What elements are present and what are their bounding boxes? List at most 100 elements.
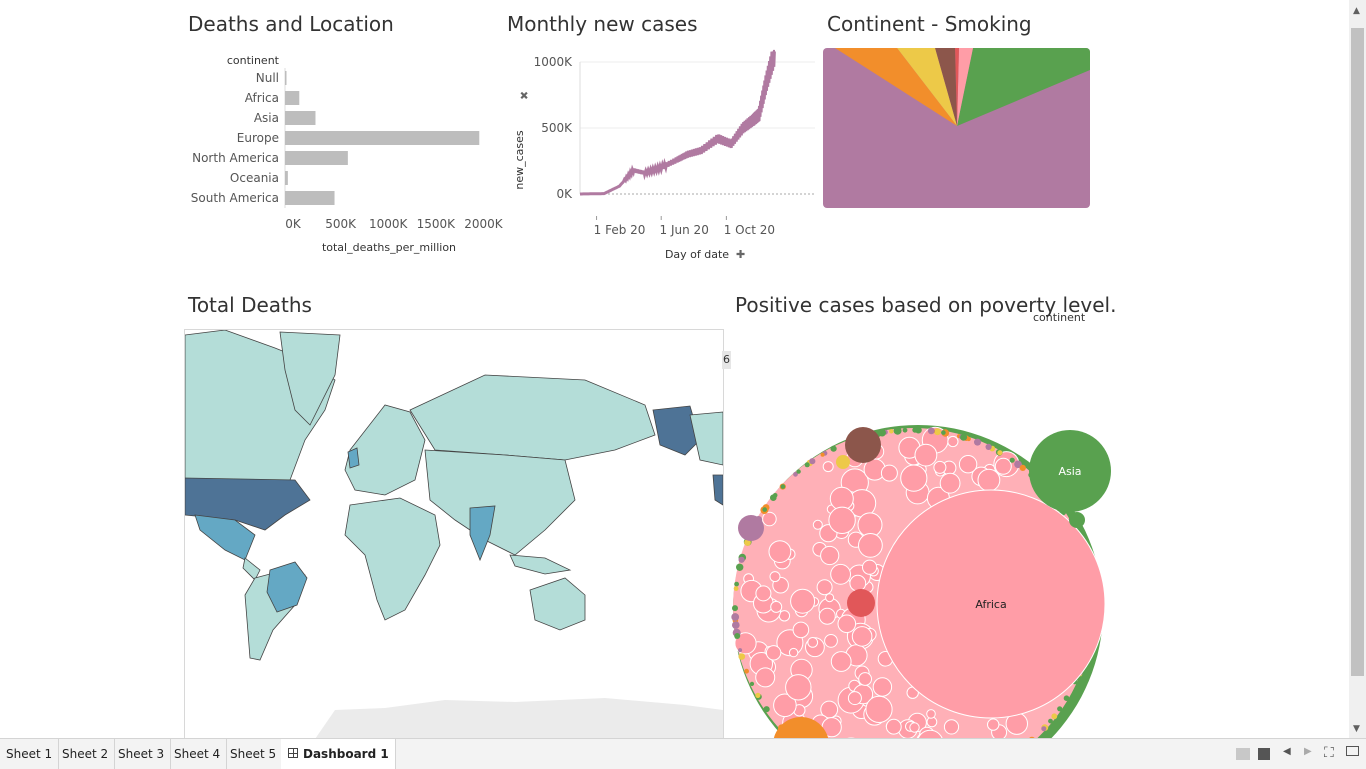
bubble-small[interactable] (995, 458, 1011, 474)
bubble-edge[interactable] (739, 557, 745, 563)
map-indonesia[interactable] (510, 555, 570, 574)
bubble-small[interactable] (944, 720, 958, 734)
bubble-small[interactable] (819, 608, 835, 624)
bubble-europe[interactable] (836, 455, 850, 469)
bubble-edge[interactable] (755, 693, 760, 698)
bubble-small[interactable] (766, 646, 780, 660)
bubble-small[interactable] (769, 541, 791, 563)
bubble-edge[interactable] (781, 484, 786, 489)
scroll-down-icon[interactable]: ▼ (1353, 724, 1360, 734)
bubble-edge[interactable] (997, 450, 1002, 455)
bubble-small[interactable] (859, 673, 872, 686)
bubble-asia-small[interactable] (1069, 512, 1085, 528)
bubble-edge[interactable] (1057, 706, 1062, 711)
bubble-edge[interactable] (796, 469, 800, 473)
presentation-icon[interactable] (1346, 746, 1359, 756)
bubble-chart[interactable]: Africa Asia (725, 320, 1125, 738)
bubble-edge[interactable] (732, 621, 740, 629)
bubble-edge[interactable] (1051, 713, 1057, 719)
bubble-small[interactable] (831, 652, 851, 672)
map-russia[interactable] (410, 375, 655, 460)
bubble-edge[interactable] (770, 494, 777, 501)
bubble-small[interactable] (831, 564, 851, 584)
bubble-edge[interactable] (739, 653, 746, 660)
bar-null[interactable] (285, 71, 287, 85)
bubble-edge[interactable] (960, 434, 967, 441)
bubble-small[interactable] (886, 719, 901, 734)
bubble-edge[interactable] (764, 706, 770, 712)
bubble-small[interactable] (756, 586, 771, 601)
bubble-edge[interactable] (915, 427, 922, 434)
bubble-small[interactable] (825, 635, 838, 648)
bubble-edge[interactable] (762, 507, 767, 512)
bubble-small[interactable] (823, 462, 833, 472)
bubble-oceania[interactable] (738, 515, 764, 541)
bubble-small[interactable] (791, 589, 815, 613)
bubble-small[interactable] (852, 627, 872, 647)
bubble-edge[interactable] (1020, 465, 1026, 471)
bubble-small[interactable] (838, 615, 856, 633)
bubble-edge[interactable] (941, 430, 946, 435)
bubble-small[interactable] (978, 469, 1000, 491)
bubble-edge[interactable] (734, 582, 739, 587)
bubble-edge[interactable] (821, 453, 825, 457)
bubble-small[interactable] (756, 668, 775, 687)
map-uk[interactable] (348, 448, 359, 468)
bubble-small[interactable] (948, 436, 958, 446)
tab-sheet-4[interactable]: Sheet 4 (168, 739, 227, 769)
bubble-small[interactable] (771, 601, 782, 612)
bubble-small[interactable] (786, 675, 811, 700)
bubble-small[interactable] (915, 444, 937, 466)
bar-asia[interactable] (285, 111, 315, 125)
tab-sheet-1[interactable]: Sheet 1 (0, 739, 59, 769)
bar-south-america[interactable] (285, 191, 335, 205)
map-brazil[interactable] (267, 562, 307, 612)
bubble-edge[interactable] (935, 429, 941, 435)
bubble-edge[interactable] (831, 446, 837, 452)
bar-africa[interactable] (285, 91, 299, 105)
bubble-small[interactable] (873, 678, 891, 696)
bubble-edge[interactable] (750, 682, 754, 686)
bar-north-america[interactable] (285, 151, 348, 165)
map-alaska[interactable] (653, 406, 700, 455)
bubble-small[interactable] (789, 648, 797, 656)
bubble-small[interactable] (848, 692, 861, 705)
bubble-small[interactable] (934, 461, 946, 473)
bubble-edge[interactable] (1064, 695, 1070, 701)
bubble-small[interactable] (826, 594, 834, 602)
bubble-small[interactable] (817, 580, 832, 595)
bubble-small[interactable] (850, 575, 866, 591)
bubble-edge[interactable] (738, 648, 742, 652)
bubble-edge[interactable] (894, 427, 902, 435)
bubble-small[interactable] (859, 534, 883, 558)
bubble-small[interactable] (959, 456, 976, 473)
bubble-edge[interactable] (1010, 458, 1015, 463)
scroll-up-icon[interactable]: ▲ (1353, 6, 1360, 16)
map-australia[interactable] (530, 578, 585, 630)
bubble-small[interactable] (770, 572, 780, 582)
bubble-edge[interactable] (736, 564, 743, 571)
map-alaska-right[interactable] (690, 412, 723, 465)
bubble-edge[interactable] (889, 429, 893, 433)
map-asia[interactable] (425, 450, 575, 555)
bubble-small[interactable] (901, 465, 927, 491)
bubble-small[interactable] (866, 696, 892, 722)
bubble-small[interactable] (821, 546, 839, 564)
pie-chart[interactable] (823, 48, 1090, 208)
map-usa-right[interactable] (713, 475, 723, 505)
bubble-north-america[interactable] (845, 427, 881, 463)
bubble-small[interactable] (910, 723, 919, 732)
world-map[interactable] (184, 329, 724, 740)
bubble-edge[interactable] (734, 586, 739, 591)
bubble-small[interactable] (808, 638, 818, 648)
fullscreen-icon[interactable]: ⛶ (1324, 745, 1334, 761)
bubble-small[interactable] (988, 719, 999, 730)
bubble-small[interactable] (940, 473, 960, 493)
bubble-south-america[interactable] (847, 589, 875, 617)
bubble-edge[interactable] (903, 428, 908, 433)
filmstrip-icon[interactable] (1258, 748, 1270, 760)
bar-europe[interactable] (285, 131, 479, 145)
tab-sheet-3[interactable]: Sheet 3 (112, 739, 171, 769)
bubble-edge[interactable] (967, 437, 971, 441)
bubble-edge[interactable] (986, 444, 992, 450)
